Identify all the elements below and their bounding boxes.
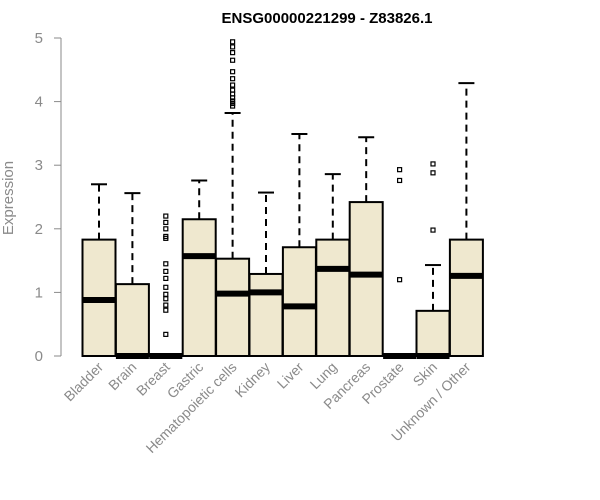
outlier-point xyxy=(163,213,169,219)
y-tick-label: 5 xyxy=(35,30,43,47)
outlier-point xyxy=(163,233,169,240)
box-body xyxy=(248,272,284,357)
outlier-point xyxy=(163,275,169,282)
box-pancreas xyxy=(348,136,384,357)
outlier-point xyxy=(163,284,169,290)
boxes-group xyxy=(81,39,484,359)
outlier-point xyxy=(230,57,236,63)
box-body xyxy=(348,201,384,357)
outlier-point xyxy=(163,261,169,267)
box-skin xyxy=(415,161,451,359)
y-axis-label: Expression xyxy=(0,161,17,235)
box-body xyxy=(281,246,317,357)
box-body xyxy=(181,218,217,357)
outlier-point xyxy=(230,98,236,104)
outlier-point xyxy=(163,291,169,297)
box-brain xyxy=(114,192,150,359)
box-gastric xyxy=(181,179,217,357)
outlier-point xyxy=(163,268,169,275)
y-tick-label: 4 xyxy=(35,94,43,111)
box-hematopoietic-cells xyxy=(215,39,251,357)
outlier-point xyxy=(397,167,403,173)
outlier-point xyxy=(163,302,169,308)
box-body xyxy=(315,238,351,357)
box-bladder xyxy=(81,183,117,357)
x-tick-label: Kidney xyxy=(232,359,274,401)
outlier-point xyxy=(230,76,236,82)
y-tick-label: 1 xyxy=(35,284,43,301)
x-tick-label: Bladder xyxy=(61,359,107,405)
chart-title: ENSG00000221299 - Z83826.1 xyxy=(222,10,433,27)
box-lung xyxy=(315,173,351,357)
outlier-point xyxy=(163,307,169,313)
outlier-point xyxy=(430,170,436,176)
box-body xyxy=(448,238,484,357)
outlier-point xyxy=(163,226,169,232)
y-tick-label: 0 xyxy=(35,348,43,365)
box-body xyxy=(215,257,251,357)
outlier-point xyxy=(430,161,436,167)
outlier-point xyxy=(163,296,169,302)
outlier-point xyxy=(397,277,403,283)
outlier-point xyxy=(230,50,236,56)
x-tick-label: Liver xyxy=(274,359,307,392)
outlier-point xyxy=(397,177,403,184)
outlier-point xyxy=(230,44,236,50)
outlier-point xyxy=(163,331,169,337)
box-breast xyxy=(149,213,183,359)
outlier-point xyxy=(230,87,236,93)
y-axis: 0 1 2 3 4 5 xyxy=(35,30,62,365)
y-tick-label: 3 xyxy=(35,157,43,174)
box-prostate xyxy=(383,167,417,359)
y-tick-label: 2 xyxy=(35,221,43,238)
outlier-point xyxy=(430,227,436,233)
box-unknown-other xyxy=(448,82,484,357)
box-body xyxy=(415,309,451,357)
box-liver xyxy=(281,133,317,357)
outlier-point xyxy=(163,219,169,226)
outlier-point xyxy=(230,69,236,75)
box-body xyxy=(114,283,150,357)
box-kidney xyxy=(248,191,284,357)
outlier-point xyxy=(230,82,236,88)
outlier-point xyxy=(230,39,236,45)
